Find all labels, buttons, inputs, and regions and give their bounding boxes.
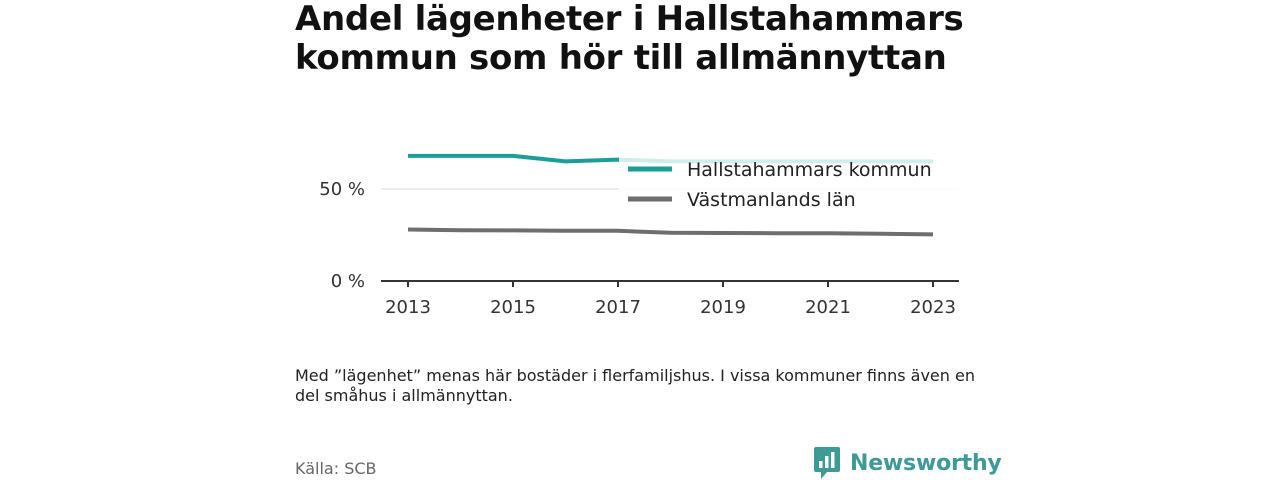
- x-tick-label: 2023: [910, 297, 956, 318]
- x-tick-label: 2019: [700, 297, 746, 318]
- y-tick-label: 0 %: [331, 271, 365, 292]
- x-axis-ticks: 2013 2015 2017 2019 2021 2023: [385, 281, 956, 318]
- line-chart: 0 % 50 % 2013 2015 2017 2019 2021 2023 Hallsta…: [319, 153, 959, 318]
- legend-label: Hallstahammars kommun: [687, 159, 932, 181]
- brand-logo: Newsworthy: [813, 446, 1002, 480]
- chart-title: Andel lägenheter i Hallstahammars kommun…: [295, 0, 964, 78]
- legend-background: [619, 155, 959, 215]
- legend-label: Västmanlands län: [687, 189, 856, 211]
- chart-footnote: Med ”lägenhet” menas här bostäder i fler…: [295, 366, 975, 405]
- y-axis-ticks: 0 % 50 %: [319, 179, 365, 292]
- y-tick-label: 50 %: [319, 179, 365, 200]
- x-tick-label: 2021: [805, 297, 851, 318]
- brand-name: Newsworthy: [850, 450, 1002, 476]
- source-credit: Källa: SCB: [295, 459, 377, 478]
- legend: Hallstahammars kommun Västmanlands län: [619, 155, 959, 215]
- x-tick-label: 2017: [595, 297, 641, 318]
- x-tick-label: 2015: [490, 297, 536, 318]
- series-line-vastmanland: [407, 227, 934, 237]
- newsworthy-logo-icon: [814, 447, 840, 479]
- x-tick-label: 2013: [385, 297, 431, 318]
